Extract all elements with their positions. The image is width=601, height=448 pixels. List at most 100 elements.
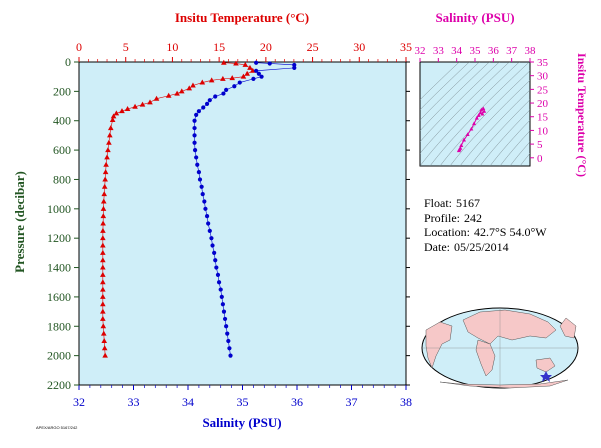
temperature-point [229,75,236,81]
temperature-point [100,301,106,307]
date-label: Date: [424,239,450,254]
temperature-point [100,323,107,329]
temperature-point [105,147,111,153]
ts-point [482,109,487,113]
salinity-point [221,309,227,314]
pressure-tick-label: 1400 [47,261,71,275]
temperature-point [240,73,247,79]
temperature-point [101,337,108,343]
salinity-point [194,112,199,117]
salinity-point [254,60,259,65]
ts-plot-area [419,61,531,167]
salinity-point [194,155,199,160]
temperature-point [147,99,153,105]
ts-point [481,106,486,111]
density-contour [469,99,530,166]
temperature-point [100,235,106,241]
salinity-tick-label: 35 [237,395,249,409]
map-australia [535,357,556,373]
ts-temperature-title: Insitu Temperature (°C) [575,53,589,177]
density-contour [459,89,530,166]
salinity-tick-label: 37 [346,395,358,409]
temperature-point [107,132,113,138]
temperature-point [165,92,172,98]
salinity-point [197,177,203,182]
temperature-point [100,213,107,219]
temperature-point [153,95,160,101]
temperature-point [100,271,106,277]
salinity-point [213,258,218,263]
float-location-marker [540,371,552,382]
salinity-tick-label: 32 [73,395,85,409]
pressure-tick-label: 400 [53,114,71,128]
salinity-point [213,94,218,99]
salinity-point [202,199,207,204]
density-contour [420,62,470,111]
salinity-tick-label: 36 [291,395,303,409]
pressure-tick-label: 1000 [47,202,71,216]
map-americas-west [425,321,453,369]
temperature-tick-label: 30 [353,40,365,54]
temperature-point [103,161,109,167]
ts-salinity-tick-label: 35 [470,45,482,57]
ts-temperature-tick-label: 5 [537,139,543,151]
salinity-point [224,87,229,92]
temperature-point [178,88,185,94]
ts-temperature-tick-label: 20 [537,98,549,110]
ts-point [462,137,466,142]
salinity-point [219,294,224,300]
ts-point [474,115,479,120]
temperature-point [247,64,253,70]
temperature-tick-label: 5 [123,40,129,54]
ts-salinity-title: Salinity (PSU) [435,10,514,25]
map-north-america [559,317,577,339]
temperature-tick-label: 10 [166,40,178,54]
profile-value: 242 [464,210,482,225]
temperature-point [132,103,138,109]
salinity-point [220,302,225,307]
temperature-point [220,75,226,81]
salinity-point [196,170,201,175]
world-map [421,307,579,389]
pressure-tick-label: 800 [53,172,71,186]
salinity-point [228,353,233,358]
profile-row: Profile: 242 [424,211,547,226]
salinity-point [237,80,242,85]
temperature-point [190,82,196,88]
salinity-point [225,331,230,336]
temperature-point [139,101,146,107]
ts-salinity-tick-label: 36 [488,45,500,57]
temperature-point [221,59,227,65]
ts-point [458,146,463,150]
salinity-point [259,74,264,79]
density-contour [420,62,520,166]
temperature-axis-title: Insitu Temperature (°C) [175,10,309,25]
float-row: Float: 5167 [424,196,547,211]
salinity-point [224,324,229,329]
salinity-point [216,280,222,285]
salinity-point [214,265,219,270]
salinity-point [192,125,197,131]
salinity-point [232,84,237,89]
temperature-point [100,286,106,292]
salinity-point [195,162,200,167]
density-contour [499,130,530,166]
salinity-point [256,71,261,76]
ts-salinity-tick-label: 34 [451,45,463,57]
profile-label: Profile: [424,210,460,225]
salinity-point [192,147,198,153]
ts-point [459,143,464,147]
density-contour [420,62,480,121]
ts-temperature-tick-label: 35 [537,57,549,69]
salinity-point [226,338,231,344]
ts-salinity-tick-label: 37 [506,45,518,57]
temperature-point [100,315,106,321]
temperature-point [110,113,117,119]
salinity-point [204,101,210,106]
temperature-point [107,125,114,131]
plot-area [78,61,407,386]
density-contour [420,62,490,132]
pressure-tick-label: 1200 [47,231,71,245]
ts-point [469,126,474,131]
